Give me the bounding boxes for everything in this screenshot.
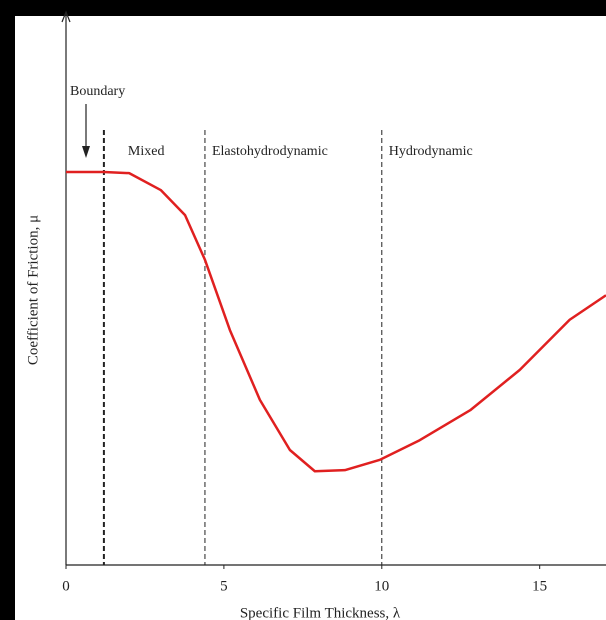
- x-axis-label: Specific Film Thickness, λ: [240, 605, 401, 620]
- region-label: Elastohydrodynamic: [212, 144, 328, 159]
- x-tick-label: 10: [374, 578, 389, 594]
- annotation: Boundary: [70, 84, 125, 99]
- x-tick-label: 15: [532, 578, 547, 594]
- region-label: Hydrodynamic: [389, 144, 473, 159]
- x-tick-label: 5: [220, 578, 228, 594]
- annotation-arrowhead: [82, 146, 90, 158]
- plot-background: [15, 16, 606, 620]
- y-axis-arrow: [61, 10, 71, 23]
- y-axis-label: Coefficient of Friction, μ: [25, 215, 41, 365]
- friction-curve: [66, 170, 606, 473]
- region-label: Mixed: [128, 144, 165, 159]
- x-tick-label: 0: [62, 578, 70, 594]
